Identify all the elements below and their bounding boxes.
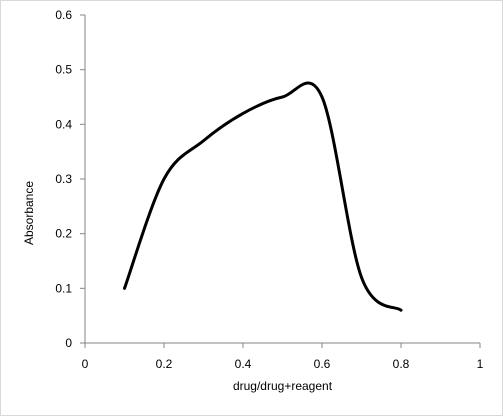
y-tick-label: 0.2 [55, 227, 72, 241]
tick-marks [80, 14, 481, 348]
y-tick-label: 0.4 [55, 117, 72, 131]
x-tick-label: 0.6 [314, 357, 331, 371]
y-tick-label: 0.6 [55, 8, 72, 22]
y-axis-title: Absorbance [22, 181, 36, 245]
series-line [123, 81, 403, 312]
x-tick-label: 0.4 [235, 357, 252, 371]
y-tick-label: 0 [65, 336, 72, 350]
x-tick-label: 0.2 [156, 357, 173, 371]
tick-labels: 0 0.1 0.2 0.3 0.4 0.5 0.6 0 0.2 0.4 0.6 0.8 1 [55, 8, 483, 371]
x-tick-label: 0 [82, 357, 89, 371]
y-tick-label: 0.1 [55, 281, 72, 295]
axes [84, 15, 480, 344]
x-tick-label: 1 [477, 357, 484, 371]
y-tick-label: 0.5 [55, 63, 72, 77]
x-axis-title: drug/drug+reagent [233, 379, 333, 393]
x-tick-label: 0.8 [393, 357, 410, 371]
y-tick-label: 0.3 [55, 172, 72, 186]
series-layer [123, 81, 403, 312]
